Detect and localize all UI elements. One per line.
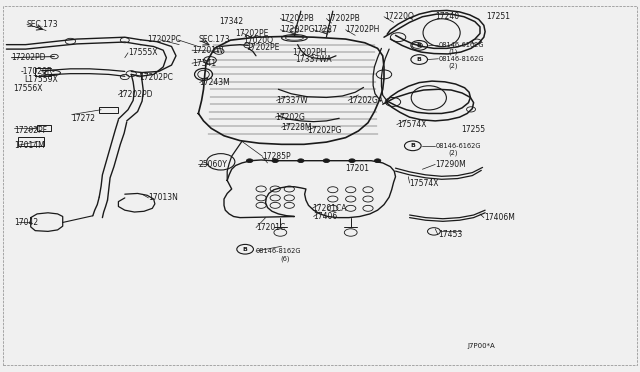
Text: 17255: 17255	[461, 125, 485, 134]
Text: (2): (2)	[448, 62, 458, 69]
Circle shape	[246, 159, 253, 163]
Text: (2): (2)	[448, 149, 458, 156]
Circle shape	[298, 159, 304, 163]
Text: 17285P: 17285P	[262, 153, 291, 161]
Text: 17042: 17042	[14, 218, 38, 227]
Text: L17559X: L17559X	[24, 76, 58, 84]
Text: 17341: 17341	[192, 59, 216, 68]
Text: 17240: 17240	[435, 12, 460, 21]
Text: 17227: 17227	[314, 25, 338, 34]
Text: B: B	[417, 57, 422, 62]
Text: 17406: 17406	[314, 212, 338, 221]
Text: 08146-6162G: 08146-6162G	[438, 42, 484, 48]
Text: 17202PE: 17202PE	[246, 43, 280, 52]
Text: 17453: 17453	[438, 230, 462, 239]
Text: 17013N: 17013N	[148, 193, 179, 202]
Bar	[99, 107, 118, 113]
Circle shape	[323, 159, 330, 163]
Text: 17228M: 17228M	[282, 123, 312, 132]
Text: 17201W: 17201W	[192, 46, 223, 55]
Text: SEC.173: SEC.173	[198, 35, 230, 44]
Text: B: B	[243, 247, 248, 252]
Text: J7P00*A: J7P00*A	[467, 343, 495, 349]
Text: 17406M: 17406M	[484, 213, 515, 222]
Text: 17202G: 17202G	[275, 113, 305, 122]
Text: 08146-8162G: 08146-8162G	[438, 56, 484, 62]
Text: 17243M: 17243M	[200, 78, 230, 87]
Circle shape	[272, 159, 278, 163]
Text: SEC.173: SEC.173	[27, 20, 58, 29]
Text: 08146-6162G: 08146-6162G	[435, 143, 481, 149]
Text: 17337W: 17337W	[276, 96, 308, 105]
Text: 17014M: 17014M	[14, 141, 45, 150]
Text: (6): (6)	[280, 255, 290, 262]
Text: (1): (1)	[448, 49, 458, 55]
Text: 17202PE: 17202PE	[236, 29, 269, 38]
Text: 17202PH: 17202PH	[292, 48, 326, 57]
Text: 17574X: 17574X	[397, 120, 426, 129]
Text: 17201C: 17201C	[256, 223, 285, 232]
Bar	[37, 125, 51, 131]
Text: 17202PG: 17202PG	[307, 126, 342, 135]
Text: 17202PB: 17202PB	[280, 14, 314, 23]
Text: 17202PD: 17202PD	[118, 90, 153, 99]
Text: -17020R-: -17020R-	[20, 67, 55, 76]
Text: 17020Q: 17020Q	[243, 36, 273, 45]
Text: 17556X: 17556X	[13, 84, 42, 93]
Text: 17574X: 17574X	[410, 179, 439, 187]
Circle shape	[349, 159, 355, 163]
Text: 17201: 17201	[346, 164, 370, 173]
Text: 17202PF: 17202PF	[14, 126, 47, 135]
Text: 17202PC: 17202PC	[140, 73, 173, 81]
Text: 17290M: 17290M	[435, 160, 466, 169]
Bar	[18, 137, 44, 146]
Text: 17272: 17272	[72, 114, 96, 123]
Text: 17555X: 17555X	[128, 48, 157, 57]
Text: 17202PC: 17202PC	[147, 35, 181, 44]
Text: 08146-8162G: 08146-8162G	[256, 248, 301, 254]
Text: 17202GA: 17202GA	[348, 96, 383, 105]
Text: 17202PB: 17202PB	[326, 14, 360, 23]
Text: 17251: 17251	[486, 12, 511, 21]
Text: 25060Y: 25060Y	[198, 160, 227, 169]
Text: 17342: 17342	[219, 17, 243, 26]
Circle shape	[374, 159, 381, 163]
Text: 17202PG: 17202PG	[280, 25, 315, 34]
Text: 17202PH: 17202PH	[346, 25, 380, 34]
Text: 17202PD: 17202PD	[12, 53, 46, 62]
Text: B: B	[417, 43, 422, 48]
Text: B: B	[410, 143, 415, 148]
Text: 17337WA: 17337WA	[296, 55, 332, 64]
Text: 17220Q: 17220Q	[384, 12, 414, 21]
Text: 17201CA: 17201CA	[312, 204, 347, 213]
